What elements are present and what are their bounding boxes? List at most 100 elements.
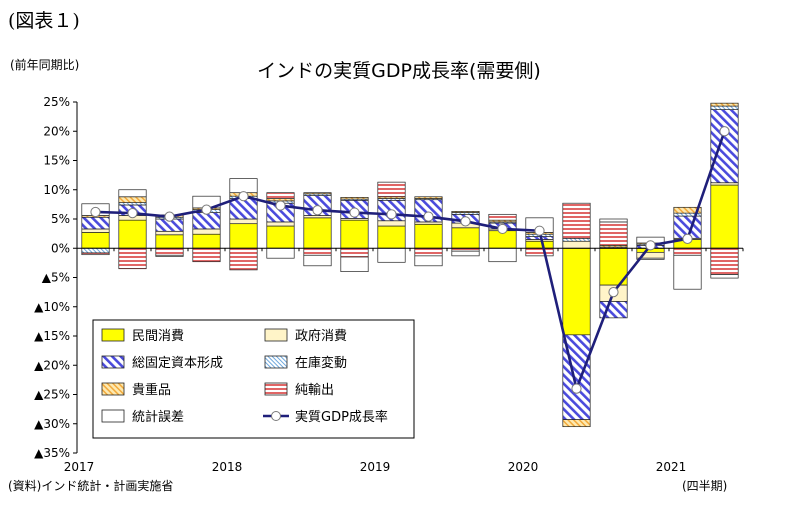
bar-segment-0-2020Q2 xyxy=(562,247,591,336)
legend-label-6: 統計誤差 xyxy=(132,409,184,425)
gdp-point-2018Q4 xyxy=(349,207,360,218)
bar-segment-5-2017Q1 xyxy=(81,252,110,256)
bar-segment-6-2018Q2 xyxy=(266,247,295,259)
bar-segment-1-2019Q1 xyxy=(377,220,406,227)
gdp-point-2019Q4 xyxy=(497,223,508,235)
x-axis-period-label: (四半期) xyxy=(682,479,728,493)
gdp-point-2020Q1 xyxy=(534,225,545,236)
bar-segment-5-2021Q2 xyxy=(710,247,739,275)
legend-box xyxy=(92,319,415,439)
figure-label: (図表１) xyxy=(8,10,80,32)
y-tick-label: 20% xyxy=(43,124,70,138)
bar-segment-5-2020Q4 xyxy=(636,257,665,260)
y-tick-label: 0% xyxy=(51,241,70,255)
bar-segment-6-2017Q2 xyxy=(118,189,147,198)
bar-segment-0-2017Q3 xyxy=(155,234,184,249)
gdp-point-2021Q2 xyxy=(719,126,730,137)
legend-label-2: 総固定資本形成 xyxy=(132,356,223,371)
gdp-point-2020Q2 xyxy=(571,383,582,394)
bar-segment-5-2020Q2 xyxy=(562,202,591,239)
bar-segment-2-2020Q3 xyxy=(599,301,628,319)
gdp-point-2018Q1 xyxy=(238,191,249,202)
gdp-point-2017Q2 xyxy=(127,208,138,219)
y-tick-label: 15% xyxy=(43,154,70,168)
bar-segment-3-2020Q2 xyxy=(562,237,591,242)
gdp-point-2019Q2 xyxy=(423,211,434,222)
legend-label-5: 純輸出 xyxy=(295,383,334,398)
bar-segment-3-2017Q1 xyxy=(81,247,110,254)
bar-segment-6-2019Q1 xyxy=(377,247,406,263)
bar-segment-5-2018Q4 xyxy=(340,247,369,258)
bar-segment-3-2017Q2 xyxy=(118,202,147,206)
legend-swatch-0 xyxy=(101,328,125,342)
bar-segment-1-2017Q3 xyxy=(155,230,184,236)
bar-segment-6-2019Q3 xyxy=(451,250,480,257)
y-tick-label: ▲5% xyxy=(42,271,70,285)
legend-label-3: 在庫変動 xyxy=(295,355,347,371)
bar-segment-0-2019Q2 xyxy=(414,223,443,249)
bar-segment-4-2017Q2 xyxy=(118,196,147,203)
y-tick-label: ▲30% xyxy=(34,417,70,431)
bar-segment-0-2018Q3 xyxy=(303,217,332,249)
legend-swatch-1 xyxy=(264,328,288,342)
bar-segment-0-2017Q4 xyxy=(192,233,221,249)
gdp-point-2017Q4 xyxy=(201,204,212,215)
bar-segment-0-2020Q1 xyxy=(525,240,554,249)
y-tick-label: ▲35% xyxy=(34,446,70,460)
y-tick-label: 10% xyxy=(43,183,70,197)
bar-segment-0-2019Q1 xyxy=(377,225,406,249)
legend-label-4: 貴重品 xyxy=(132,382,171,398)
bar-segment-1-2019Q2 xyxy=(414,221,443,225)
bar-segment-4-2021Q2 xyxy=(710,102,739,107)
bar-segment-6-2018Q3 xyxy=(303,254,332,267)
bar-segment-0-2019Q3 xyxy=(451,227,480,249)
chart-title: インドの実質GDP成長率(需要側) xyxy=(257,60,541,82)
x-year-label: 2017 xyxy=(64,460,95,474)
bar-segment-4-2018Q4 xyxy=(340,197,369,200)
gdp-point-2019Q1 xyxy=(386,209,397,220)
gdp-point-2020Q4 xyxy=(645,240,656,251)
bar-segment-5-2019Q4 xyxy=(488,213,517,221)
y-tick-label: ▲25% xyxy=(34,388,70,402)
gdp-point-2021Q1 xyxy=(682,233,693,244)
y-tick-label: 25% xyxy=(43,95,70,109)
bar-segment-1-2017Q4 xyxy=(192,228,221,235)
bar-segment-2-2017Q1 xyxy=(81,216,110,230)
bar-segment-2-2020Q1 xyxy=(525,236,554,240)
bar-segment-6-2017Q3 xyxy=(155,254,184,257)
bar-segment-5-2020Q3 xyxy=(599,221,628,246)
source-note: (資料)インド統計・計画実施省 xyxy=(8,479,174,493)
legend-label-1: 政府消費 xyxy=(295,329,347,344)
y-axis-unit-label: (前年同期比) xyxy=(10,58,80,72)
bar-segment-5-2017Q4 xyxy=(192,247,221,263)
bar-segment-6-2021Q2 xyxy=(710,274,739,279)
gdp-point-2018Q3 xyxy=(312,205,323,216)
bar-segment-1-2021Q2 xyxy=(710,182,739,186)
bar-segment-6-2019Q2 xyxy=(414,255,443,267)
bar-segment-6-2019Q4 xyxy=(488,247,517,263)
bar-segment-2-2021Q2 xyxy=(710,109,739,184)
bar-segment-0-2017Q1 xyxy=(81,232,110,249)
bar-segment-1-2018Q3 xyxy=(303,215,332,219)
bar-segment-4-2019Q3 xyxy=(451,211,480,213)
bar-segment-1-2018Q2 xyxy=(266,221,295,227)
legend-label-7: 実質GDP成長率 xyxy=(295,409,388,425)
x-year-label: 2021 xyxy=(656,460,687,474)
y-tick-label: ▲15% xyxy=(34,329,70,343)
bar-segment-2-2018Q1 xyxy=(229,198,258,220)
gdp-point-2018Q2 xyxy=(275,200,286,211)
bar-segment-4-2018Q3 xyxy=(303,192,332,195)
y-tick-label: ▲20% xyxy=(34,358,70,372)
bar-segment-6-2020Q3 xyxy=(599,218,628,223)
x-year-label: 2018 xyxy=(212,460,243,474)
bar-segment-6-2018Q4 xyxy=(340,256,369,272)
legend-swatch-5 xyxy=(264,382,288,396)
bar-segment-5-2018Q1 xyxy=(229,247,258,271)
legend-swatch-4 xyxy=(101,382,125,396)
bar-segment-5-2019Q1 xyxy=(377,181,406,198)
bar-segment-3-2021Q2 xyxy=(710,105,739,110)
bar-segment-5-2019Q2 xyxy=(414,247,443,257)
gdp-point-2017Q1 xyxy=(90,206,101,218)
legend-swatch-6 xyxy=(101,409,125,423)
